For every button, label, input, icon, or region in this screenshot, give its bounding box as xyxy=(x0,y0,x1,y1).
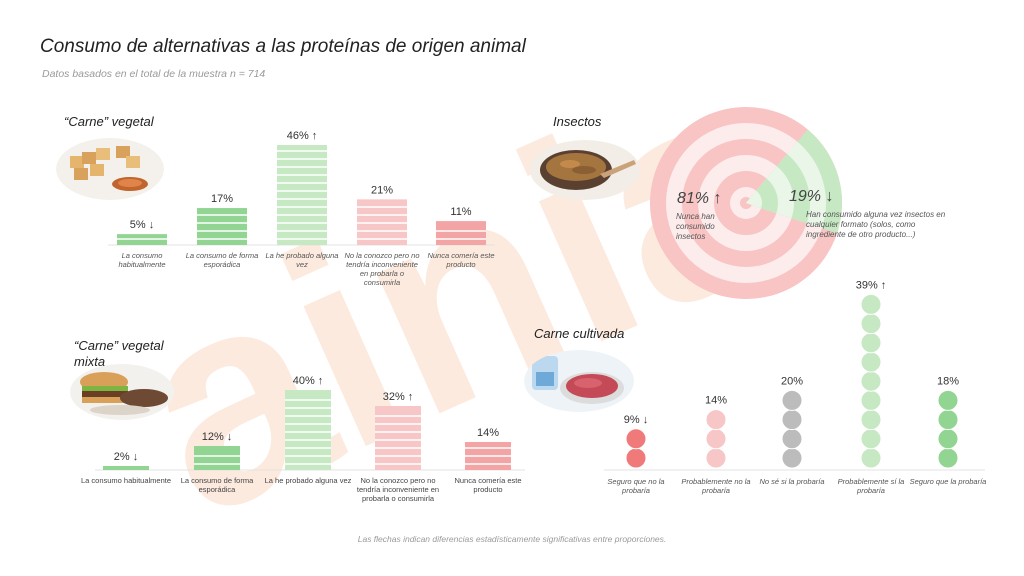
carne-vegetal-category-label-4: Nunca comería este producto xyxy=(427,251,494,269)
carne-vegetal-category-label-2: La he probado alguna vez xyxy=(266,251,339,269)
carne-cultivada-dot-4 xyxy=(937,389,959,411)
carne-vegetal-value-label-4: 11% xyxy=(450,206,471,218)
carne-vegetal-mixta-value-label-3: 32% ↑ xyxy=(383,391,414,403)
page-title: Consumo de alternativas a las proteínas … xyxy=(40,36,526,57)
page-subtitle: Datos basados en el total de la muestra … xyxy=(42,68,266,80)
carne-cultivada-dot-2 xyxy=(781,389,803,411)
insectos-label-nunca: Nunca han consumido insectos xyxy=(676,212,715,241)
carne-cultivada-dot-0 xyxy=(625,447,647,469)
carne-cultivada-dot-3 xyxy=(860,351,882,373)
carne-cultivada-value-label-2: 20% xyxy=(781,375,803,387)
carne-cultivada-dot-3 xyxy=(860,389,882,411)
carne-cultivada-dot-3 xyxy=(860,409,882,431)
carne-vegetal-value-label-3: 21% xyxy=(371,184,393,196)
mealworm-bowl-photo xyxy=(530,140,640,200)
carne-cultivada-dot-4 xyxy=(937,447,959,469)
carne-cultivada-category-label-3: Probablemente sí la probaría xyxy=(838,477,905,495)
carne-cultivada-dot-3 xyxy=(860,293,882,315)
carne-cultivada-category-label-4: Seguro que la probaría xyxy=(910,477,987,486)
carne-vegetal-mixta-bar-1 xyxy=(194,446,240,470)
carne-cultivada-dot-2 xyxy=(781,447,803,469)
carne-cultivada-value-label-1: 14% xyxy=(705,395,727,407)
burger-photo xyxy=(70,364,174,420)
carne-vegetal-category-label-1: La consumo de forma esporádica xyxy=(186,251,259,269)
insectos-slice-wedge-5 xyxy=(746,190,762,209)
insectos-value-alguna-vez: 19% ↓ xyxy=(789,188,834,205)
carne-vegetal-mixta-value-label-2: 40% ↑ xyxy=(293,375,324,387)
carne-cultivada-value-label-4: 18% xyxy=(937,375,959,387)
carne-cultivada-dot-1 xyxy=(705,447,727,469)
carne-vegetal-mixta-category-label-1: La consumo de forma esporádica xyxy=(181,476,254,494)
carne-cultivada-value-label-3: 39% ↑ xyxy=(856,279,887,291)
section-title-carne-vegetal: “Carne” vegetal xyxy=(64,114,154,129)
carne-vegetal-value-label-2: 46% ↑ xyxy=(287,130,318,142)
carne-cultivada-dot-3 xyxy=(860,428,882,450)
insectos-value-nunca: 81% ↑ xyxy=(677,190,722,207)
carne-cultivada-category-label-0: Seguro que no la probaría xyxy=(607,477,664,495)
carne-cultivada-value-label-0: 9% ↓ xyxy=(624,414,648,426)
insectos-label-alguna-vez: Han consumido alguna vez insectos en cua… xyxy=(806,210,946,239)
carne-vegetal-bar-3 xyxy=(357,199,407,245)
section-title-insectos: Insectos xyxy=(553,114,602,129)
carne-vegetal-category-label-0: La consumo habitualmente xyxy=(118,251,165,269)
carne-cultivada-category-label-2: No sé si la probaría xyxy=(759,477,824,486)
tofu-skewer-photo xyxy=(56,138,164,200)
carne-cultivada-dot-3 xyxy=(860,313,882,335)
carne-vegetal-mixta-category-label-0: La consumo habitualmente xyxy=(81,476,171,485)
carne-vegetal-mixta-category-label-2: La he probado alguna vez xyxy=(265,476,352,485)
carne-vegetal-mixta-value-label-0: 2% ↓ xyxy=(114,451,138,463)
carne-vegetal-bar-2 xyxy=(277,145,327,245)
carne-cultivada-dot-1 xyxy=(705,409,727,431)
carne-vegetal-mixta-category-label-3: No la conozco pero no tendría inconvenien… xyxy=(357,476,439,503)
carne-vegetal-mixta-category-label-4: Nunca comería este producto xyxy=(454,476,521,494)
carne-vegetal-mixta-bar-2 xyxy=(285,390,331,470)
carne-vegetal-mixta-bar-0 xyxy=(103,466,149,470)
carne-vegetal-bar-4 xyxy=(436,221,486,245)
carne-cultivada-dot-0 xyxy=(625,428,647,450)
carne-cultivada-dot-3 xyxy=(860,370,882,392)
carne-cultivada-dot-1 xyxy=(705,428,727,450)
carne-vegetal-value-label-1: 17% xyxy=(211,193,233,205)
carne-cultivada-dot-2 xyxy=(781,428,803,450)
carne-cultivada-dot-4 xyxy=(937,409,959,431)
carne-cultivada-category-label-1: Probablemente no la probaría xyxy=(681,477,750,495)
carne-cultivada-dot-2 xyxy=(781,409,803,431)
carne-vegetal-mixta-value-label-1: 12% ↓ xyxy=(202,431,233,443)
cultured-meat-petri-photo xyxy=(524,350,634,412)
section-title-carne-vegetal-mixta: “Carne” vegetal mixta xyxy=(74,338,164,369)
carne-vegetal-mixta-value-label-4: 14% xyxy=(477,427,499,439)
carne-cultivada-dot-3 xyxy=(860,447,882,469)
section-title-carne-cultivada: Carne cultivada xyxy=(534,326,625,341)
carne-vegetal-category-label-3: No la conozco pero no tendría inconvenien… xyxy=(344,251,419,287)
footnote: Las flechas indican diferencias estadíst… xyxy=(357,534,667,544)
carne-cultivada-dot-4 xyxy=(937,428,959,450)
carne-vegetal-value-label-0: 5% ↓ xyxy=(130,219,154,231)
carne-cultivada-dot-3 xyxy=(860,332,882,354)
